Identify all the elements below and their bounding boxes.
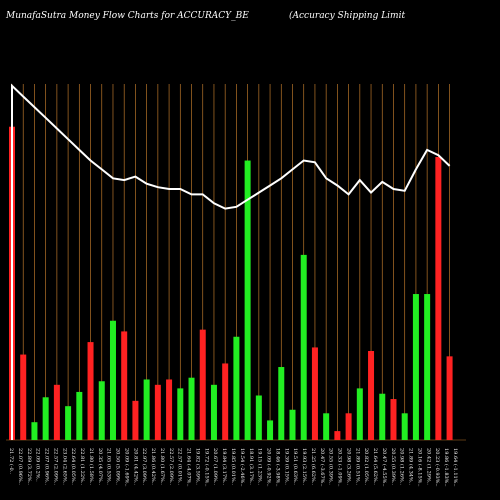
money-flow-bar — [267, 420, 274, 440]
money-flow-bar — [323, 413, 330, 440]
money-flow-bar — [379, 393, 386, 440]
money-flow-bar — [300, 254, 307, 440]
x-tick-label: 18.91 (3.17%.. — [248, 448, 255, 485]
money-flow-bar — [98, 381, 105, 440]
x-tick-label: 19.39 (0.15%.. — [283, 448, 290, 485]
x-tick-label: 19.93 (2.15%.. — [301, 448, 308, 485]
company-name: (Accuracy Shipping Limit — [289, 10, 405, 21]
x-tick-label: 19.86 (-1.83%.. — [443, 448, 450, 487]
money-flow-bar — [356, 388, 363, 440]
money-flow-bar — [289, 409, 296, 440]
x-tick-label: 20.98 (1.26%.. — [399, 448, 406, 485]
money-flow-bar — [210, 384, 217, 440]
money-flow-bar — [121, 331, 128, 440]
x-tick-label: 22.64 (0.05%.. — [70, 448, 77, 485]
x-tick-label: 22.57 (2.09%.. — [52, 448, 59, 485]
x-tick-label: 19.72 (-0.15%.. — [203, 448, 210, 487]
x-tick-label: 22.97 (3.09%.. — [141, 448, 148, 485]
x-tick-label: 22.57 (0.01%.. — [177, 448, 184, 485]
money-flow-bar — [188, 377, 195, 440]
x-tick-label: 20.50 (5.09%.. — [115, 448, 122, 485]
x-tick-label: 20.23 (-0.93%.. — [434, 448, 441, 487]
x-tick-label: 21.64 (5.62%.. — [372, 448, 379, 485]
x-tick-label: 20.42 (1.29%.. — [425, 448, 432, 485]
x-tick-label: 20.98 (3.26%.. — [345, 448, 352, 485]
money-flow-bar — [334, 431, 341, 440]
x-tick-label: 19.84 (3.17%.. — [221, 448, 228, 485]
x-tick-label: 20.81 (4.42%.. — [132, 448, 139, 485]
x-tick-label: 20.33 (-1.09%.. — [337, 448, 344, 487]
x-tick-label: 20.35 (4.07%.. — [97, 448, 104, 485]
x-tick-label: 21.25 (6.62%.. — [310, 448, 317, 485]
x-tick-label: 20.09 (-0.92%.. — [266, 448, 273, 487]
x-tick-label: 21.89 (0.51%.. — [354, 448, 361, 485]
x-tick-label: 21.80 (1.58%.. — [88, 448, 95, 485]
money-flow-bar — [435, 156, 442, 441]
x-tick-label: 21.80 (1.67%.. — [159, 448, 166, 485]
x-tick-label: 22.09 (0.2%.. — [35, 448, 42, 482]
x-tick-label: 20.09 (-1.69%.. — [123, 448, 130, 487]
money-flow-bar — [255, 395, 262, 440]
x-tick-label: 22.07 (0.96%.. — [44, 448, 51, 485]
money-flow-bar — [143, 379, 150, 440]
x-tick-label: 21.89 (4.34%.. — [408, 448, 415, 485]
x-tick-label: 22.07 (0.96%.. — [17, 448, 24, 485]
x-tick-label: 22.57 (2.09%.. — [168, 448, 175, 485]
x-tick-label: 23.04 (2.65%.. — [61, 448, 68, 485]
x-tick-label: 19.51 (0.63%.. — [292, 448, 299, 485]
money-flow-bar — [20, 354, 27, 440]
money-flow-bar — [278, 367, 285, 440]
money-flow-bar — [390, 399, 397, 440]
x-tick-label: 19.82 (3.59%.. — [195, 448, 202, 485]
price-trend-line — [11, 83, 451, 440]
x-tick-label: 20.82 (1.05%.. — [363, 448, 370, 485]
x-tick-label: 22.81 (1.22%.. — [79, 448, 86, 485]
x-tick-label: 20.16 (-8.15%.. — [417, 448, 424, 487]
money-flow-bar — [177, 388, 184, 440]
money-flow-bars — [9, 126, 453, 441]
x-tick-label: 19.64 (-1.11%.. — [452, 448, 459, 487]
money-flow-bar — [244, 160, 251, 441]
money-flow-bar — [424, 294, 431, 440]
x-tick-label: 19.15 (1.23%.. — [257, 448, 264, 485]
money-flow-bar — [53, 384, 60, 440]
x-tick-label: 19.85 (0.01%.. — [230, 448, 237, 485]
x-tick-label: 20.67 (1.09%.. — [212, 448, 219, 485]
x-tick-label: 18.46 (-3.98%.. — [274, 448, 281, 487]
money-flow-bar — [233, 336, 240, 440]
money-flow-bar — [199, 329, 206, 440]
chart-title: MunafaSutra Money Flow Charts for ACCURA… — [5, 11, 249, 21]
x-tick-label: 20.47 (-3.67%.. — [319, 448, 326, 487]
money-flow-bar — [412, 294, 419, 440]
x-tick-label: 20.47 (-4.55%.. — [381, 448, 388, 487]
x-tick-label: 20.55 (0.39%.. — [328, 448, 335, 485]
money-flow-bar — [76, 391, 83, 440]
money-flow-bar — [132, 400, 139, 440]
money-flow-bar — [154, 384, 161, 440]
x-tick-label: 21.72 (-0.. — [8, 448, 15, 474]
x-tick-label: 19.54 (-2.46%.. — [239, 448, 246, 487]
money-flow-bar — [109, 320, 116, 440]
x-tick-label: 21.05 (0.53%.. — [106, 448, 113, 485]
money-flow-bar — [166, 379, 173, 440]
money-flow-bar — [87, 342, 94, 440]
money-flow-bar — [31, 422, 38, 440]
money-flow-bar — [345, 413, 352, 440]
money-flow-bar — [368, 351, 375, 440]
x-tick-label: 21.64 (-4.07%.. — [186, 448, 193, 487]
x-tick-labels: 21.72 (-0.. 22.07 (0.96%.. 22.89 (3.72%.. 2… — [8, 448, 459, 487]
x-tick-label: 21.86 (0.42%.. — [150, 448, 157, 485]
money-flow-bar — [401, 413, 408, 440]
money-flow-bar — [222, 363, 229, 440]
x-tick-label: 20.55 (0.39%.. — [390, 448, 397, 485]
money-flow-bar — [42, 397, 49, 440]
money-flow-bar — [65, 406, 72, 440]
money-flow-bar — [446, 356, 453, 440]
x-tick-label: 22.89 (3.72%.. — [26, 448, 33, 485]
money-flow-bar — [311, 347, 318, 440]
